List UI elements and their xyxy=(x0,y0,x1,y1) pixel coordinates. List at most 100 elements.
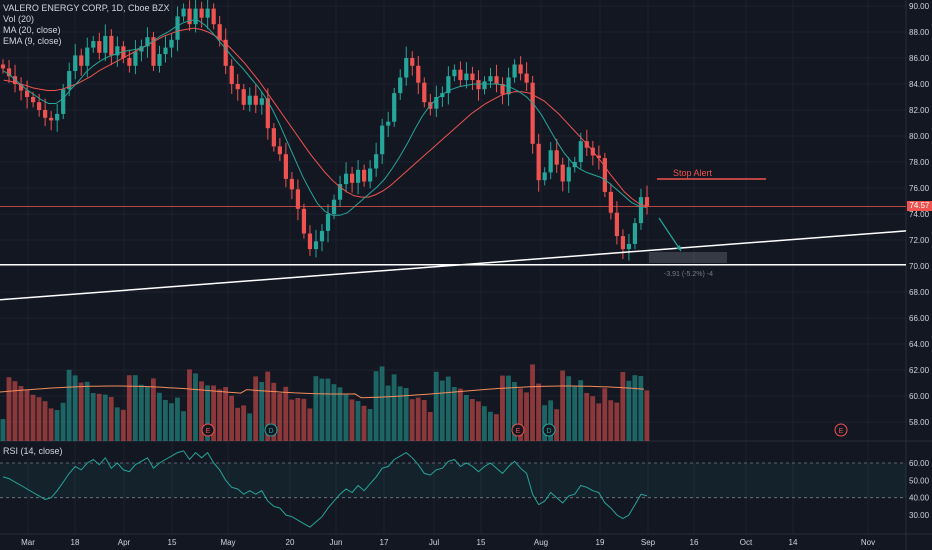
symbol-title: VALERO ENERGY CORP, 1D, Cboe BZX xyxy=(3,3,170,13)
time-tick-label: Apr xyxy=(118,538,131,547)
candle-body xyxy=(446,76,451,94)
candle-body xyxy=(319,230,325,242)
measure-box xyxy=(649,252,727,263)
volume-bar xyxy=(211,385,216,441)
volume-bar xyxy=(114,407,120,441)
candle-body xyxy=(464,73,469,81)
candle-body xyxy=(145,37,150,47)
time-tick-label: Sep xyxy=(641,538,656,547)
candle-body xyxy=(175,16,180,40)
candle-body xyxy=(434,97,439,109)
volume-bar xyxy=(277,393,283,441)
volume-bar xyxy=(48,408,54,441)
price-tick-label: 76.00 xyxy=(909,184,930,193)
candle-body xyxy=(73,55,78,71)
candle-body xyxy=(133,51,138,66)
candle-body xyxy=(638,197,644,224)
time-tick-label: 16 xyxy=(690,538,699,547)
time-tick-label: Jun xyxy=(330,538,343,547)
candle-body xyxy=(374,154,379,169)
candle-body xyxy=(506,77,511,95)
volume-bar xyxy=(235,407,241,441)
last-price-tag: 74.57 xyxy=(907,201,932,211)
volume-bar xyxy=(494,414,499,441)
target-arrow xyxy=(658,217,682,252)
candle-body xyxy=(386,121,391,126)
time-tick-label: Nov xyxy=(861,538,875,547)
rsi-tick-label: 60.00 xyxy=(909,459,930,468)
candle-body xyxy=(24,90,30,97)
candle-body xyxy=(67,71,72,90)
candle-body xyxy=(530,82,535,144)
candle-body xyxy=(349,173,355,183)
volume-bar xyxy=(560,370,566,441)
volume-bar xyxy=(271,382,277,441)
volume-bar xyxy=(500,375,505,441)
time-tick-label: 20 xyxy=(286,538,295,547)
candle-body xyxy=(30,97,36,103)
price-tick-label: 84.00 xyxy=(909,80,930,89)
candle-body xyxy=(79,55,84,66)
price-tick-label: 74.00 xyxy=(909,210,930,219)
price-tick-label: 90.00 xyxy=(909,2,930,11)
volume-bar xyxy=(84,381,90,441)
marker-letter: E xyxy=(516,428,521,435)
rsi-band xyxy=(0,463,906,498)
rsi-tick-label: 30.00 xyxy=(909,511,930,520)
volume-bar xyxy=(367,409,373,441)
candle-body xyxy=(253,95,258,105)
volume-bar xyxy=(259,382,265,441)
candle-body xyxy=(163,47,168,55)
volume-bar xyxy=(518,388,523,441)
candle-body xyxy=(422,82,427,103)
marker-letter: D xyxy=(268,428,273,435)
volume-bar xyxy=(415,397,421,441)
volume-bar xyxy=(506,375,511,441)
volume-bar xyxy=(445,376,451,441)
volume-bar xyxy=(307,408,313,441)
volume-bar xyxy=(602,388,608,441)
volume-bar xyxy=(632,375,638,441)
price-tick-label: 58.00 xyxy=(909,418,930,427)
volume-bar xyxy=(301,398,307,441)
volume-bar xyxy=(373,371,379,441)
candle-body xyxy=(295,189,301,209)
candle-body xyxy=(536,143,541,181)
candle-body xyxy=(43,110,48,118)
candle-body xyxy=(476,80,481,90)
candle-body xyxy=(259,98,264,105)
volume-indicator-label[interactable]: Vol (20) xyxy=(3,14,35,24)
price-tick-label: 72.00 xyxy=(909,236,930,245)
candle-body xyxy=(181,8,186,17)
volume-bar xyxy=(536,383,541,441)
dividend-marker xyxy=(264,423,278,437)
ma-indicator-label[interactable]: MA (20, close) xyxy=(3,25,61,35)
volume-bar xyxy=(331,384,337,441)
volume-bar xyxy=(355,401,361,441)
candle-body xyxy=(18,84,24,91)
time-tick-label: 15 xyxy=(477,538,486,547)
volume-bar xyxy=(42,401,48,441)
volume-bar xyxy=(349,399,355,441)
volume-bar xyxy=(169,403,174,441)
ema-indicator-label[interactable]: EMA (9, close) xyxy=(3,36,62,46)
candle-body xyxy=(151,37,156,66)
volume-bar xyxy=(554,409,560,441)
volume-bar xyxy=(144,386,150,441)
dividend-marker xyxy=(542,423,556,437)
earnings-marker xyxy=(834,423,848,437)
rsi-indicator-label[interactable]: RSI (14, close) xyxy=(3,446,63,456)
price-tick-label: 82.00 xyxy=(909,106,930,115)
time-tick-label: Oct xyxy=(740,538,753,547)
marker-letter: E xyxy=(206,428,211,435)
volume-bar xyxy=(175,397,180,441)
candle-body xyxy=(169,39,174,48)
volume-bar xyxy=(584,393,590,441)
volume-bar xyxy=(548,400,554,441)
rsi-tick-label: 40.00 xyxy=(909,494,930,503)
candle-body xyxy=(410,58,415,66)
volume-bar xyxy=(475,401,481,441)
volume-bar xyxy=(524,392,529,441)
